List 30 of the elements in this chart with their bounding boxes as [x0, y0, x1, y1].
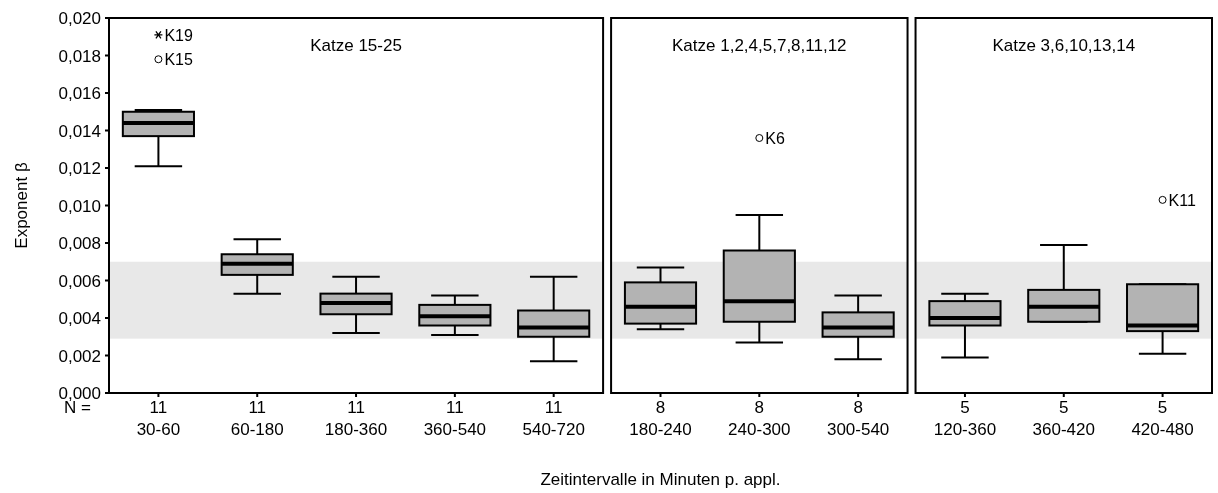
x-tick-label: 8 300-540: [826, 398, 890, 439]
y-axis-title: Exponent β: [12, 162, 31, 249]
annotation: K6: [765, 130, 785, 147]
y-tick-label: 0,012: [58, 159, 101, 178]
x-tick-label: 11 60-180: [230, 398, 284, 439]
annotation: K11: [1168, 191, 1196, 209]
y-tick-label: 0,002: [58, 346, 101, 366]
x-tick-label: 5 420-480: [1131, 398, 1194, 439]
y-tick-label: 0,020: [58, 9, 101, 28]
annotation: K15: [164, 51, 193, 69]
x-tick-label: 11 180-360: [324, 398, 388, 439]
x-tick-label: 11 360-540: [423, 398, 487, 439]
y-tick-label: 0,010: [58, 196, 101, 216]
x-tick-label: 11 540-720: [522, 398, 585, 439]
x-tick-label: 5 120-360: [933, 398, 997, 439]
y-tick-label: 0,004: [58, 309, 101, 328]
y-tick-label: 0,016: [58, 84, 101, 103]
x-tick-label: 5 360-420: [1032, 398, 1095, 439]
x-axis-title: Zeitintervalle in Minuten p. appl.: [540, 470, 781, 489]
text: Katze 1,2,4,5,7,8,11,12: [672, 36, 847, 55]
y-tick-label: 0,008: [58, 234, 101, 253]
x-tick-label: 11 30-60: [136, 398, 181, 439]
text: Katze 3,6,10,13,14: [992, 36, 1136, 55]
text: Katze 15-25: [310, 36, 402, 55]
y-tick-label: 0,006: [58, 271, 101, 291]
y-tick-label: 0,014: [58, 121, 101, 141]
x-tick-label: 8 180-240: [629, 398, 692, 439]
y-tick-label: 0,018: [58, 46, 101, 66]
x-tick-label: 8 240-300: [728, 398, 791, 439]
annotation: K19: [164, 26, 193, 44]
